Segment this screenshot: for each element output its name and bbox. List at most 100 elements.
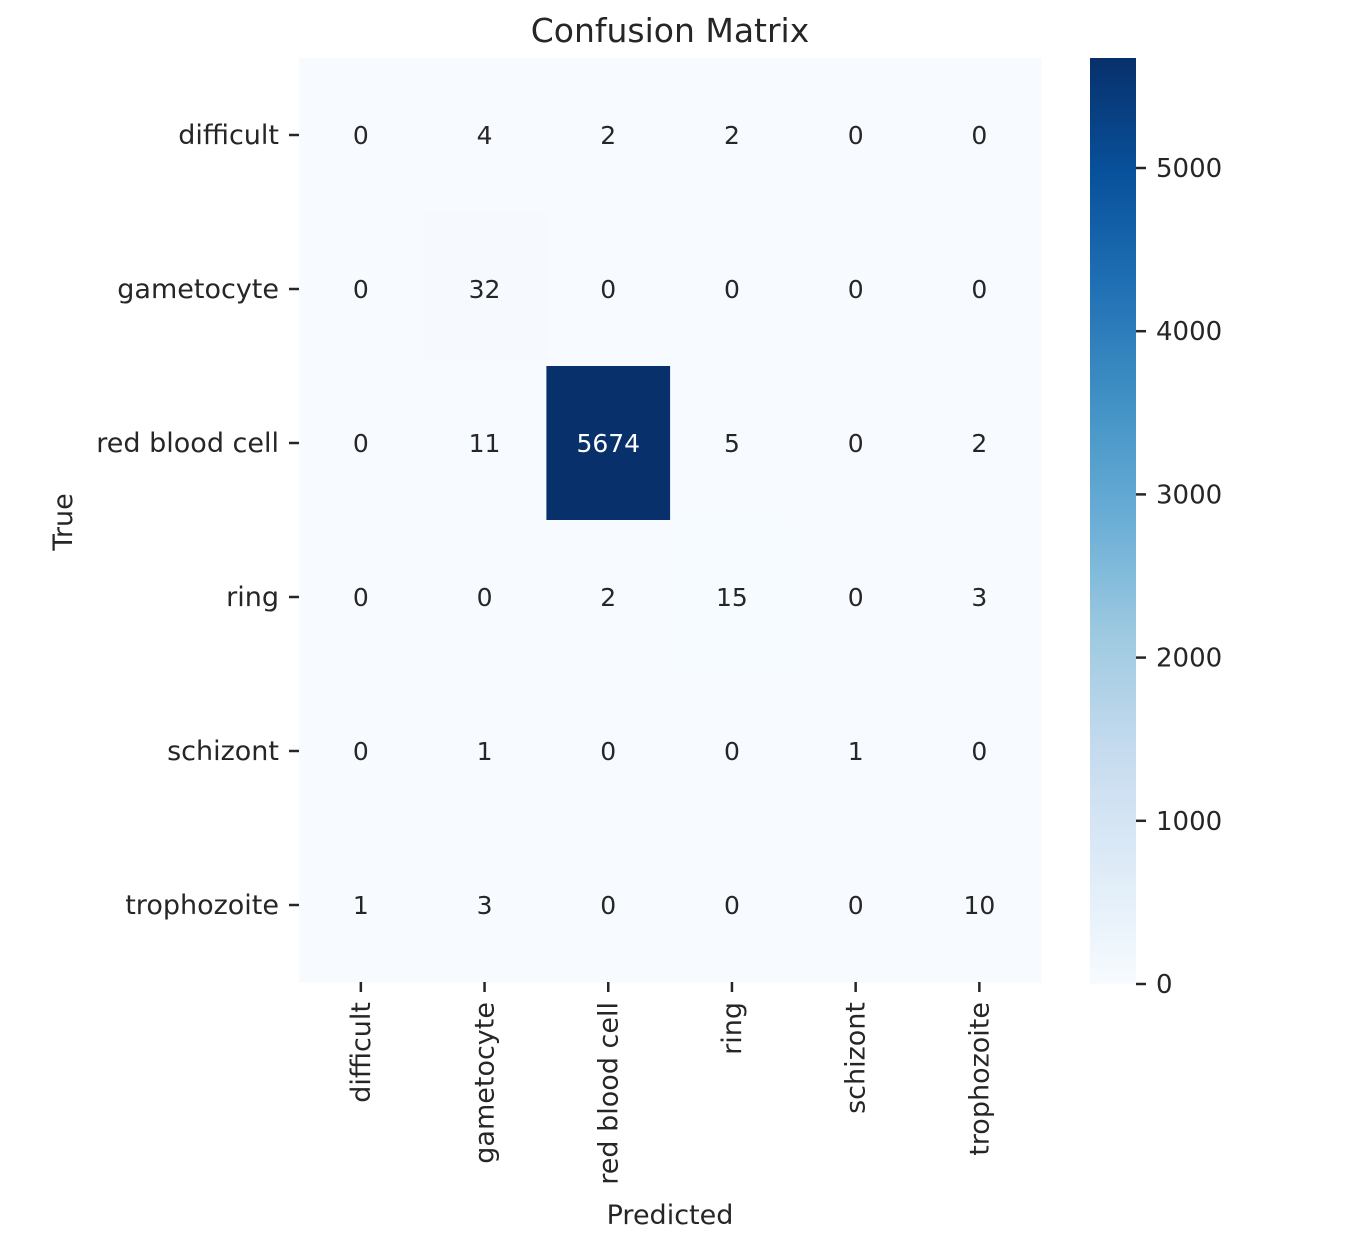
x-axis-label: Predicted bbox=[607, 1200, 734, 1231]
heatmap-cell-r4-c1 bbox=[422, 674, 547, 829]
x-tick-label: trophozoite bbox=[964, 1002, 995, 1156]
heatmap-cell-r0-c2 bbox=[546, 58, 671, 213]
heatmap-cell-r1-c5 bbox=[917, 212, 1042, 367]
heatmap-cell-r4-c5 bbox=[917, 674, 1042, 829]
heatmap-cell-r3-c0 bbox=[299, 520, 424, 675]
heatmap-cell-r0-c3 bbox=[670, 58, 795, 213]
cell-value-label: 0 bbox=[600, 891, 616, 920]
heatmap-cell-r0-c5 bbox=[917, 58, 1042, 213]
cell-value-label: 0 bbox=[353, 583, 369, 612]
heatmap-cell-r2-c2 bbox=[546, 366, 671, 521]
x-tick-label: gametocyte bbox=[470, 1002, 501, 1164]
heatmap-cell-r5-c2 bbox=[546, 828, 671, 983]
cell-value-label: 11 bbox=[469, 429, 501, 458]
heatmap-cell-r0-c1 bbox=[422, 58, 547, 213]
heatmap-cell-r2-c4 bbox=[793, 366, 919, 521]
heatmap-cell-r2-c3 bbox=[670, 366, 795, 521]
cell-value-label: 10 bbox=[963, 891, 995, 920]
x-tick-label: ring bbox=[717, 1002, 748, 1055]
cell-value-label: 2 bbox=[724, 121, 740, 150]
heatmap-cell-r2-c5 bbox=[917, 366, 1042, 521]
cell-value-label: 5674 bbox=[576, 429, 640, 458]
cell-value-label: 32 bbox=[469, 275, 501, 304]
colorbar-gradient bbox=[1090, 58, 1136, 984]
cell-value-label: 2 bbox=[600, 583, 616, 612]
heatmap-cell-r5-c4 bbox=[793, 828, 919, 983]
cell-value-label: 1 bbox=[477, 737, 493, 766]
heatmap-cell-r1-c3 bbox=[670, 212, 795, 367]
cell-value-label: 0 bbox=[971, 737, 987, 766]
heatmap-cell-r1-c0 bbox=[299, 212, 424, 367]
cell-value-label: 0 bbox=[353, 275, 369, 304]
cell-value-label: 0 bbox=[971, 275, 987, 304]
heatmap-cell-r4-c4 bbox=[793, 674, 919, 829]
cell-value-label: 0 bbox=[848, 891, 864, 920]
y-tick-label: difficult bbox=[178, 120, 279, 151]
y-tick-label: gametocyte bbox=[117, 274, 279, 305]
heatmap-cell-r3-c1 bbox=[422, 520, 547, 675]
heatmap-cell-r3-c2 bbox=[546, 520, 671, 675]
colorbar-tick-label: 3000 bbox=[1156, 480, 1222, 510]
x-tick-labels: difficult gametocyte red blood cell ring sch… bbox=[346, 982, 995, 1185]
cell-value-label: 0 bbox=[353, 121, 369, 150]
cell-value-label: 0 bbox=[724, 737, 740, 766]
heatmap-cell-r4-c2 bbox=[546, 674, 671, 829]
cell-value-label: 0 bbox=[353, 737, 369, 766]
cell-value-label: 3 bbox=[971, 583, 987, 612]
cell-value-label: 0 bbox=[724, 891, 740, 920]
colorbar-tick-label: 4000 bbox=[1156, 317, 1222, 347]
heatmap-cell-r5-c0 bbox=[299, 828, 424, 983]
cell-value-label: 4 bbox=[477, 121, 493, 150]
heatmap-cell-r3-c4 bbox=[793, 520, 919, 675]
cell-value-label: 0 bbox=[600, 275, 616, 304]
cell-value-label: 0 bbox=[971, 121, 987, 150]
heatmap-cell-r1-c1 bbox=[422, 212, 547, 367]
chart-title: Confusion Matrix bbox=[531, 11, 810, 50]
y-tick-label: schizont bbox=[167, 736, 279, 767]
cell-value-label: 2 bbox=[971, 429, 987, 458]
x-tick-label: schizont bbox=[841, 1002, 872, 1114]
y-axis-label: True bbox=[48, 493, 79, 551]
cell-value-label: 2 bbox=[600, 121, 616, 150]
colorbar: 0 1000 2000 3000 4000 5000 bbox=[1090, 58, 1222, 1000]
cell-value-label: 0 bbox=[477, 583, 493, 612]
cell-value-label: 0 bbox=[848, 583, 864, 612]
cell-value-label: 3 bbox=[477, 891, 493, 920]
heatmap-cell-r0-c4 bbox=[793, 58, 919, 213]
heatmap-cell-r1-c2 bbox=[546, 212, 671, 367]
heatmap-cells: 0 4 2 2 0 00 32 0 0 0 00 11 5674 5 0 20 0 2 15 0 30 1 0 0 1 01 3 0 0… bbox=[299, 58, 1042, 983]
heatmap-cell-r2-c1 bbox=[422, 366, 547, 521]
cell-value-label: 1 bbox=[848, 737, 864, 766]
cell-value-label: 0 bbox=[353, 429, 369, 458]
y-tick-label: red blood cell bbox=[96, 428, 279, 459]
heatmap-cell-r3-c3 bbox=[670, 520, 795, 675]
colorbar-tick-label: 0 bbox=[1156, 970, 1173, 1000]
cell-value-label: 15 bbox=[716, 583, 748, 612]
cell-value-label: 5 bbox=[724, 429, 740, 458]
cell-value-label: 0 bbox=[724, 275, 740, 304]
cell-value-label: 0 bbox=[600, 737, 616, 766]
heatmap-cell-r1-c4 bbox=[793, 212, 919, 367]
heatmap-cell-r4-c3 bbox=[670, 674, 795, 829]
colorbar-tick-label: 1000 bbox=[1156, 807, 1222, 837]
heatmap-cell-r5-c3 bbox=[670, 828, 795, 983]
heatmap-cell-r2-c0 bbox=[299, 366, 424, 521]
heatmap-cell-r3-c5 bbox=[917, 520, 1042, 675]
cell-value-label: 0 bbox=[848, 429, 864, 458]
heatmap-cell-r4-c0 bbox=[299, 674, 424, 829]
y-tick-label: ring bbox=[226, 582, 279, 613]
cell-value-label: 1 bbox=[353, 891, 369, 920]
y-tick-label: trophozoite bbox=[125, 890, 279, 921]
y-tick-labels: difficult gametocyte red blood cell ring sch… bbox=[96, 120, 299, 921]
heatmap-cell-r5-c1 bbox=[422, 828, 547, 983]
heatmap-cell-r0-c0 bbox=[299, 58, 424, 213]
cell-value-label: 0 bbox=[848, 121, 864, 150]
cell-value-label: 0 bbox=[848, 275, 864, 304]
x-tick-label: red blood cell bbox=[593, 1002, 624, 1185]
heatmap-cell-r5-c5 bbox=[917, 828, 1042, 983]
colorbar-tick-label: 5000 bbox=[1156, 154, 1222, 184]
colorbar-tick-label: 2000 bbox=[1156, 644, 1222, 674]
x-tick-label: difficult bbox=[346, 1002, 377, 1103]
